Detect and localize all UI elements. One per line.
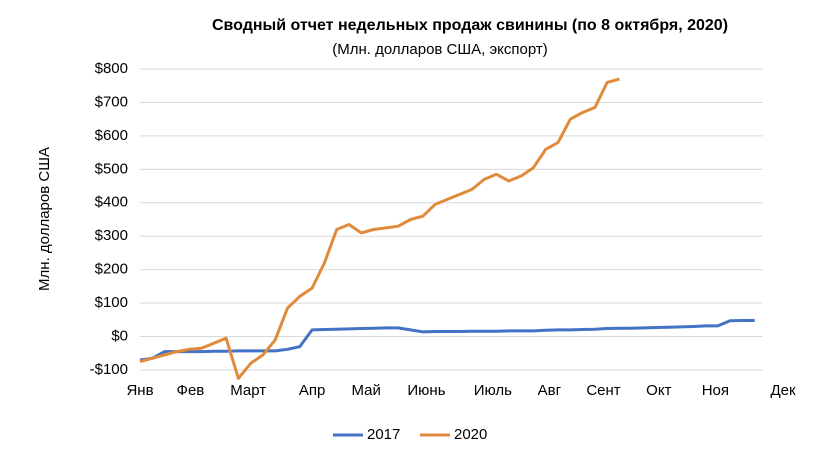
series-line bbox=[139, 319, 755, 362]
series-line bbox=[139, 77, 620, 380]
y-tick-label: $500 bbox=[95, 160, 128, 177]
x-tick-label: Июнь bbox=[407, 382, 445, 399]
chart-subtitle: (Млн. долларов США, экспорт) bbox=[332, 41, 547, 58]
x-tick-label: Янв bbox=[126, 382, 153, 399]
y-tick-label: $200 bbox=[95, 261, 128, 278]
x-tick-label: Ноя bbox=[702, 382, 729, 399]
chart-title: Сводный отчет недельных продаж свинины (… bbox=[212, 17, 728, 34]
legend-label: 2020 bbox=[454, 426, 487, 443]
y-tick-label: $100 bbox=[95, 294, 128, 311]
y-tick-label: $300 bbox=[95, 227, 128, 244]
x-tick-label: Апр bbox=[299, 382, 325, 399]
x-tick-label: Окт bbox=[646, 382, 671, 399]
y-tick-label: $700 bbox=[95, 93, 128, 110]
y-tick-label: $0 bbox=[111, 328, 128, 345]
legend-label: 2017 bbox=[367, 426, 400, 443]
y-tick-label: $600 bbox=[95, 127, 128, 144]
x-tick-label: Дек bbox=[770, 382, 796, 399]
x-tick-label: Июль bbox=[474, 382, 512, 399]
y-axis-label: Млн. долларов США bbox=[36, 147, 53, 291]
y-tick-label: $800 bbox=[95, 60, 128, 77]
x-tick-label: Фев bbox=[177, 382, 205, 399]
x-tick-label: Авг bbox=[538, 382, 562, 399]
x-tick-label: Март bbox=[230, 382, 266, 399]
y-tick-label: -$100 bbox=[90, 361, 128, 378]
x-tick-label: Май bbox=[352, 382, 381, 399]
y-tick-label: $400 bbox=[95, 194, 128, 211]
x-tick-label: Сент bbox=[586, 382, 620, 399]
